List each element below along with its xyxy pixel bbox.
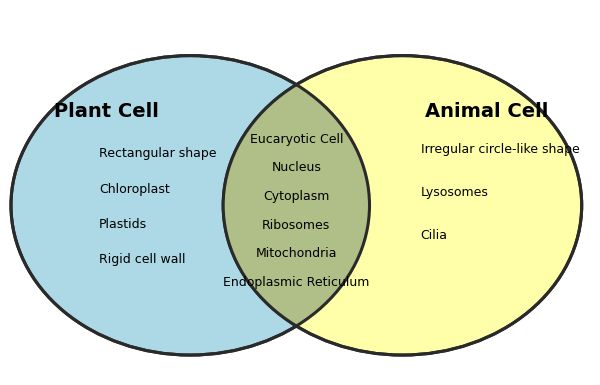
- Text: Ribosomes: Ribosomes: [262, 219, 331, 231]
- Text: Nucleus: Nucleus: [271, 161, 321, 174]
- Ellipse shape: [11, 55, 370, 355]
- Text: Cytoplasm: Cytoplasm: [263, 190, 329, 203]
- Text: Eucaryotic Cell: Eucaryotic Cell: [250, 132, 343, 146]
- Text: Irregular circle-like shape: Irregular circle-like shape: [421, 143, 580, 156]
- Text: Rigid cell wall: Rigid cell wall: [99, 253, 185, 266]
- Text: Chloroplast: Chloroplast: [99, 182, 170, 196]
- Text: Plant Cell: Plant Cell: [53, 102, 158, 121]
- Text: Lysosomes: Lysosomes: [421, 186, 488, 199]
- Text: Plastids: Plastids: [99, 218, 147, 231]
- Text: Animal Cell: Animal Cell: [425, 102, 548, 121]
- Ellipse shape: [223, 55, 582, 355]
- Text: Mitochondria: Mitochondria: [256, 247, 337, 260]
- Text: Cilia: Cilia: [421, 229, 448, 242]
- Text: Endoplasmic Reticulum: Endoplasmic Reticulum: [223, 276, 370, 289]
- Text: Rectangular shape: Rectangular shape: [99, 147, 216, 161]
- Ellipse shape: [11, 55, 370, 355]
